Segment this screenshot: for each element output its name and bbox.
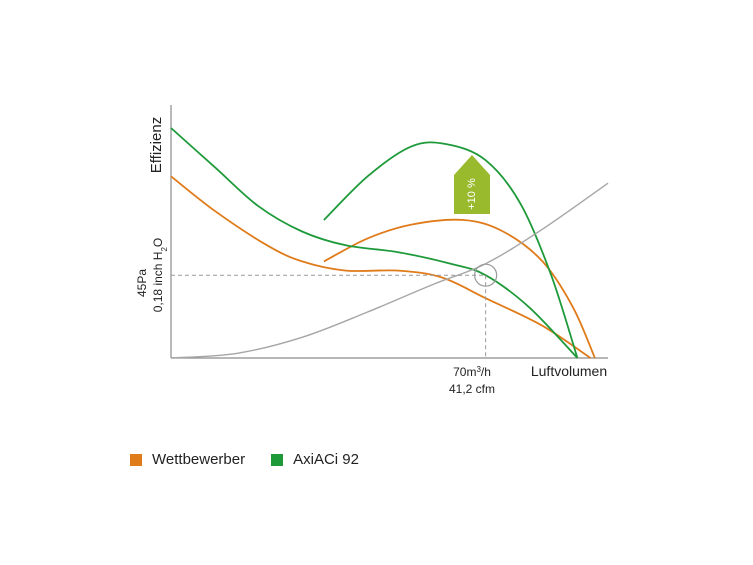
- pressure-imperial-prefix: 0,18 inch H: [151, 252, 165, 313]
- y-axis-label: Effizienz: [148, 117, 165, 173]
- legend-swatch-axiaci: [271, 453, 284, 466]
- legend-swatch-wettbewerber: [130, 453, 142, 466]
- wettbewerber-pressure-curve: [170, 175, 592, 359]
- efficiency-gain-badge: +10 %: [454, 155, 490, 214]
- flow-label-imperial: 41,2 cfm: [449, 382, 495, 396]
- badge-label: +10 %: [466, 178, 478, 210]
- x-axis-label: Luftvolumen: [531, 363, 607, 379]
- pressure-label-imperial: 0,18 inch H2O: [151, 238, 169, 313]
- pressure-imperial-sub: 2: [160, 247, 169, 252]
- operating-point-circle: [474, 263, 498, 287]
- system-system-curve: [170, 182, 609, 359]
- wettbewerber-efficiency-curve: [323, 218, 596, 359]
- axiaci-92-efficiency-curve: [323, 141, 579, 359]
- axiaci-92-pressure-curve: [170, 127, 579, 359]
- flow-metric-suffix: /h: [481, 365, 491, 379]
- legend-item-wettbewerber: Wettbewerber: [130, 451, 245, 468]
- pressure-imperial-suffix: O: [151, 238, 165, 247]
- legend-label-axiaci: AxiACi 92: [293, 451, 359, 468]
- flow-label-metric: 70m3/h: [453, 365, 491, 380]
- pressure-label: 45Pa: [135, 269, 149, 297]
- flow-metric-sup: 3: [476, 365, 481, 374]
- legend: Wettbewerber AxiACi 92: [130, 451, 385, 468]
- curves: [170, 127, 609, 359]
- legend-label-wettbewerber: Wettbewerber: [152, 451, 246, 468]
- legend-item-axiaci: AxiACi 92: [271, 451, 359, 468]
- flow-metric-main: 70m: [453, 365, 476, 379]
